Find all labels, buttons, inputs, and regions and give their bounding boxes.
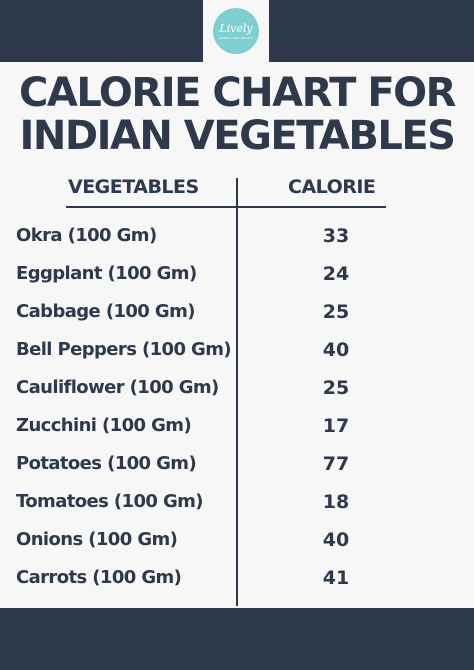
row-name-cauliflower: Cauliflower (100 Gm) [16, 377, 219, 398]
row-calorie-cabbage: 25 [322, 301, 350, 323]
row-calorie-okra: 33 [322, 225, 350, 247]
row-name-cabbage: Cabbage (100 Gm) [16, 301, 195, 322]
logo-script: Lively [219, 21, 253, 35]
title-line-1: CALORIE CHART FOR [19, 70, 456, 116]
brand-logo: Lively GLOBAL FOR HEALTH [213, 8, 259, 54]
row-calorie-onions: 40 [322, 529, 350, 551]
row-calorie-eggplant: 24 [322, 263, 350, 285]
bottom-band [0, 608, 474, 670]
row-calorie-cauliflower: 25 [322, 377, 350, 399]
row-name-okra: Okra (100 Gm) [16, 225, 157, 246]
row-name-carrots: Carrots (100 Gm) [16, 567, 182, 588]
row-calorie-tomatoes: 18 [322, 491, 350, 513]
page-title: CALORIE CHART FOR INDIAN VEGETABLES [0, 72, 474, 158]
column-divider [236, 178, 238, 606]
column-header-vegetables: VEGETABLES [68, 176, 199, 198]
row-name-eggplant: Eggplant (100 Gm) [16, 263, 197, 284]
row-name-zucchini: Zucchini (100 Gm) [16, 415, 192, 436]
row-name-tomatoes: Tomatoes (100 Gm) [16, 491, 204, 512]
column-header-calorie: CALORIE [288, 176, 376, 198]
row-name-onions: Onions (100 Gm) [16, 529, 178, 550]
row-name-potatoes: Potatoes (100 Gm) [16, 453, 197, 474]
row-calorie-carrots: 41 [322, 567, 350, 589]
row-calorie-bell-peppers: 40 [322, 339, 350, 361]
row-calorie-zucchini: 17 [322, 415, 350, 437]
logo-subtitle: GLOBAL FOR HEALTH [218, 35, 254, 40]
header-underline [66, 206, 386, 208]
row-name-bell-peppers: Bell Peppers (100 Gm) [16, 339, 232, 360]
row-calorie-potatoes: 77 [322, 453, 350, 475]
title-line-2: INDIAN VEGETABLES [19, 113, 457, 159]
